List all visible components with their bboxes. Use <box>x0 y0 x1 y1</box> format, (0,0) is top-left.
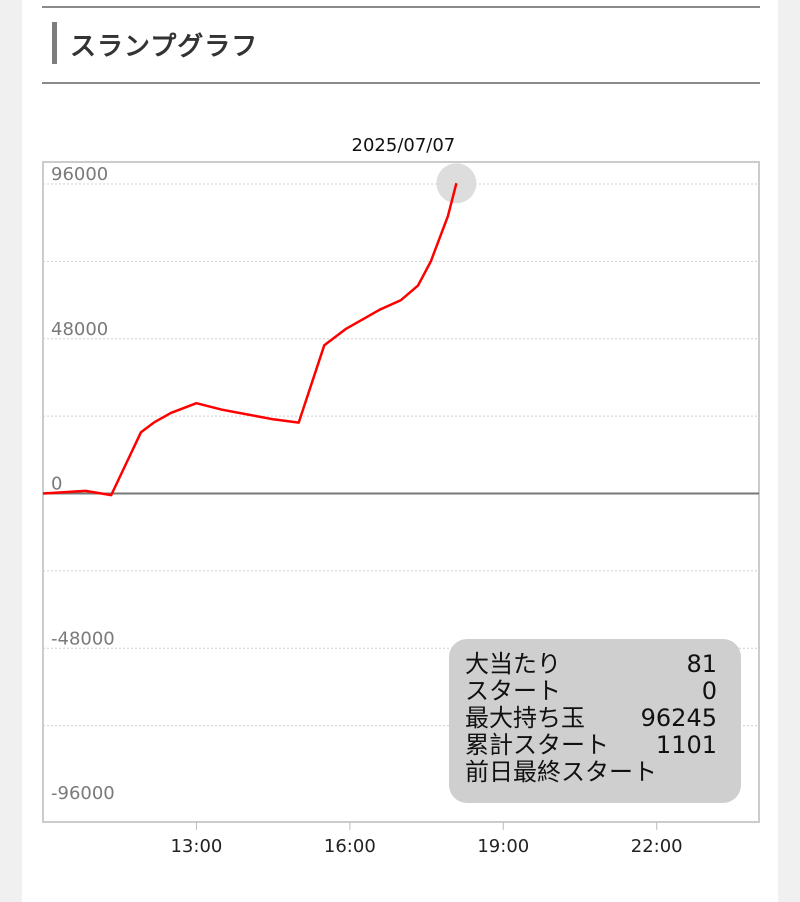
x-tick-label: 22:00 <box>631 836 683 857</box>
y-tick-label: 96000 <box>51 164 108 185</box>
y-tick-label: 0 <box>51 474 62 495</box>
stat-row-total-start: 累計スタート 1101 <box>465 732 717 759</box>
stat-value: 0 <box>701 677 717 705</box>
stat-label: 前日最終スタート <box>465 758 657 786</box>
stat-label: スタート <box>465 677 561 705</box>
stat-row-start: スタート 0 <box>465 678 717 705</box>
y-tick-label: 48000 <box>51 319 108 340</box>
top-divider <box>42 6 760 8</box>
stat-value: 81 <box>686 650 717 678</box>
x-tick-label: 19:00 <box>477 836 529 857</box>
x-tick-label: 16:00 <box>324 836 376 857</box>
series-line <box>42 182 458 497</box>
stat-row-jackpots: 大当たり 81 <box>465 651 717 678</box>
stat-value: 96245 <box>640 704 717 732</box>
y-tick-label: -48000 <box>51 628 115 649</box>
stat-value: 1101 <box>655 731 717 759</box>
stats-panel: 大当たり 81 スタート 0 最大持ち玉 96245 累計スタート 1101 前… <box>449 639 741 803</box>
stat-row-prev-day-start: 前日最終スタート <box>465 759 717 786</box>
x-tick-label: 13:00 <box>170 836 222 857</box>
plot-frame <box>42 161 760 823</box>
page-title: スランプグラフ <box>70 32 259 62</box>
heading-accent-bar <box>52 22 57 64</box>
stat-row-max-balls: 最大持ち玉 96245 <box>465 705 717 732</box>
chart-title: 2025/07/07 <box>352 135 456 156</box>
stat-label: 最大持ち玉 <box>465 704 585 732</box>
y-tick-label: -96000 <box>51 783 115 804</box>
stat-label: 大当たり <box>465 650 561 678</box>
section-header <box>42 14 760 84</box>
stat-label: 累計スタート <box>465 731 609 759</box>
